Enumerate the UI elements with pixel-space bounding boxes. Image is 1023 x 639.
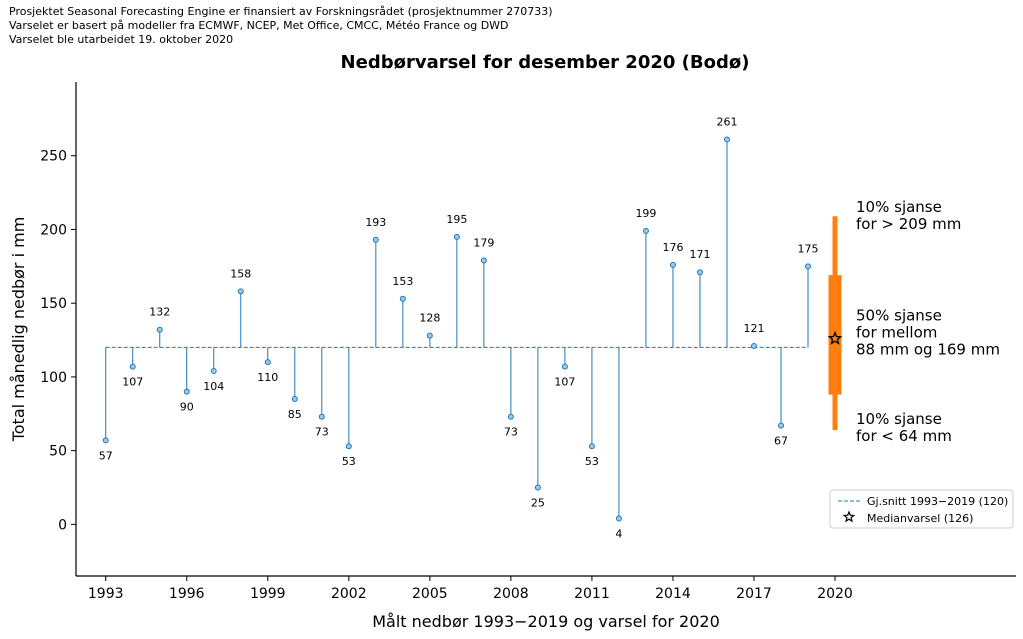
- data-label-2010: 107: [554, 376, 575, 389]
- legend-star-path: [842, 510, 856, 523]
- data-label-2011: 53: [585, 455, 599, 468]
- stem-marker-2015: [696, 269, 703, 276]
- stem-marker-2003: [372, 236, 379, 243]
- data-label-2013: 199: [635, 207, 656, 220]
- stem-marker-2001: [318, 413, 325, 420]
- legend-frame: [829, 489, 1014, 529]
- legend-star-icon: [842, 510, 856, 523]
- x-tick-label-1996: 1996: [169, 586, 205, 602]
- x-tick-label-2005: 2005: [412, 586, 448, 602]
- data-label-2014: 176: [662, 241, 683, 254]
- header-notes: Prosjektet Seasonal Forecasting Engine e…: [9, 5, 553, 47]
- stem-marker-1998: [237, 288, 244, 295]
- data-label-2006: 195: [446, 213, 467, 226]
- stem-marker-2016: [723, 136, 730, 143]
- data-label-2000: 85: [288, 408, 302, 421]
- y-tick-label-150: 150: [40, 296, 67, 312]
- forecast-label-upper-0: 10% sjanse: [856, 198, 942, 216]
- y-axis-label: Total månedlig nedbør i mm: [9, 217, 28, 443]
- stem-marker-2019: [805, 263, 812, 270]
- legend-mean-label: Gj.snitt 1993−2019 (120): [867, 495, 1008, 508]
- stem-marker-2009: [534, 484, 541, 491]
- y-ticks: 0 50 100 150 200 250: [40, 149, 76, 533]
- forecast-label-middle-2: 88 mm og 169 mm: [856, 341, 1000, 359]
- data-label-1999: 110: [257, 371, 278, 384]
- data-label-2005: 128: [419, 312, 440, 325]
- chart-title: Nedbørvarsel for desember 2020 (Bodø): [341, 52, 750, 73]
- stem-marker-1997: [210, 368, 217, 375]
- data-label-1994: 107: [122, 376, 143, 389]
- forecast-label-lower-1: for < 64 mm: [856, 427, 952, 445]
- forecast-label-middle-0: 50% sjanse: [856, 307, 942, 325]
- stem-marker-2012: [615, 515, 622, 522]
- data-label-2003: 193: [365, 216, 386, 229]
- forecast-median-star-icon: [827, 330, 843, 345]
- stem-marker-2014: [669, 261, 676, 268]
- x-tick-label-2014: 2014: [655, 586, 691, 602]
- data-label-2009: 25: [531, 497, 545, 510]
- data-label-2015: 171: [689, 248, 710, 261]
- x-tick-label-2017: 2017: [736, 586, 772, 602]
- stem-marker-2018: [778, 422, 784, 429]
- y-tick-label-0: 0: [58, 517, 67, 533]
- x-tick-label-2008: 2008: [493, 586, 529, 602]
- y-tick-label-250: 250: [40, 149, 67, 165]
- x-axis-label: Målt nedbør 1993−2019 og varsel for 2020: [372, 612, 720, 631]
- x-tick-label-1999: 1999: [250, 586, 286, 602]
- stem-marker-1994: [129, 363, 136, 370]
- data-label-1998: 158: [230, 267, 251, 280]
- x-ticks: 1993 1996 1999 2002 2005 2008 2011 2014 2017 2020: [88, 576, 853, 602]
- data-label-1993: 57: [99, 449, 113, 462]
- forecast-label-lower-0: 10% sjanse: [856, 410, 942, 428]
- y-tick-label-50: 50: [49, 444, 67, 460]
- legend-median-label: Medianvarsel (126): [867, 512, 973, 525]
- header-line-1: Prosjektet Seasonal Forecasting Engine e…: [9, 5, 553, 18]
- data-label-2017: 121: [743, 322, 764, 335]
- header-line-3: Varselet ble utarbeidet 19. oktober 2020: [9, 33, 234, 46]
- data-label-1995: 132: [149, 306, 170, 319]
- data-label-2002: 53: [342, 455, 356, 468]
- data-label-2016: 261: [716, 116, 737, 129]
- stem-marker-2010: [561, 363, 568, 370]
- x-tick-label-2020: 2020: [817, 586, 853, 602]
- stem-marker-2006: [453, 233, 460, 240]
- data-label-1997: 104: [203, 380, 224, 393]
- data-label-2018: 67: [774, 435, 788, 448]
- x-tick-label-1993: 1993: [88, 586, 124, 602]
- data-label-2007: 179: [473, 236, 494, 249]
- header-line-2: Varselet er basert på modeller fra ECMWF…: [9, 19, 509, 32]
- stem-marker-2013: [642, 227, 649, 234]
- stem-marker-2008: [507, 413, 514, 420]
- x-tick-label-2011: 2011: [574, 586, 610, 602]
- stem-marker-1999: [264, 359, 271, 366]
- stem-marker-2002: [345, 443, 352, 450]
- legend: Gj.snitt 1993−2019 (120) Medianvarsel (1…: [829, 489, 1014, 529]
- stem-marker-2017: [750, 342, 757, 349]
- data-label-2001: 73: [315, 426, 329, 439]
- stem-marker-2007: [480, 257, 487, 264]
- y-tick-label-100: 100: [40, 370, 67, 386]
- y-tick-label-200: 200: [40, 222, 67, 238]
- x-tick-label-2002: 2002: [331, 586, 367, 602]
- data-label-2008: 73: [504, 426, 518, 439]
- stem-marker-2005: [426, 332, 433, 339]
- stem-marker-2011: [588, 443, 595, 450]
- stem-marker-1996: [183, 388, 190, 395]
- stem-marker-1993: [102, 437, 109, 444]
- stem-marker-1995: [156, 326, 163, 333]
- data-label-1996: 90: [180, 401, 194, 414]
- stem-marker-2004: [399, 295, 406, 302]
- plot-area: 57 107 132 90 104 158 110 85 73 53 193 153 128 195 179…: [99, 116, 1000, 541]
- stem-marker-2000: [291, 396, 298, 403]
- forecast-label-middle-1: for mellom: [856, 324, 937, 342]
- forecast-label-upper-1: for > 209 mm: [856, 215, 961, 233]
- data-label-2019: 175: [798, 242, 819, 255]
- data-label-2012: 4: [615, 527, 622, 540]
- data-label-2004: 153: [392, 275, 413, 288]
